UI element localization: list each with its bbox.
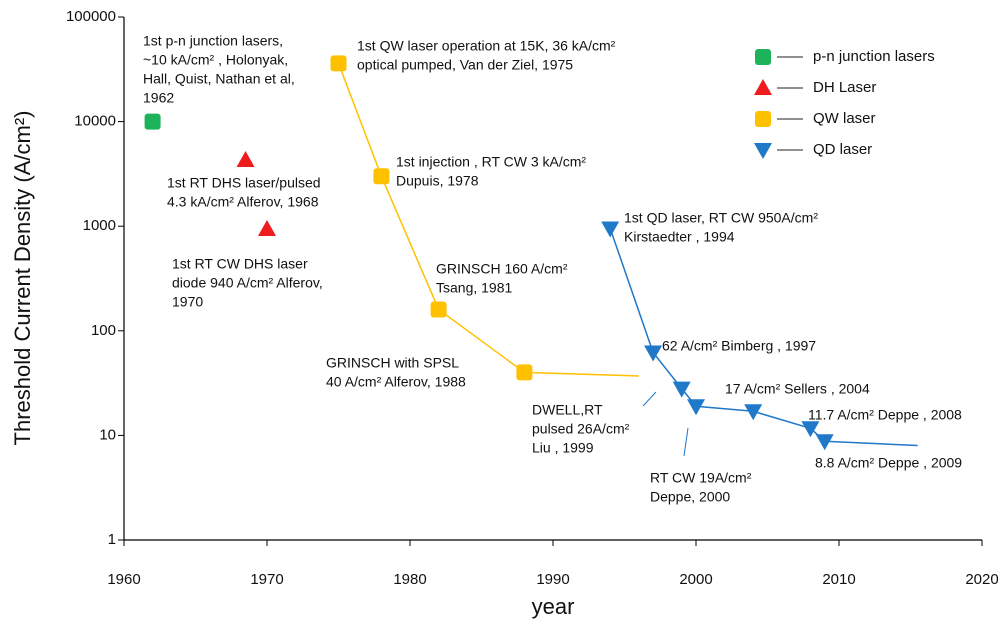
y-tick-label: 10 <box>99 426 116 443</box>
legend-label: p-n junction lasers <box>813 48 935 65</box>
y-tick-label: 100 <box>91 322 116 339</box>
x-tick-label: 2000 <box>679 571 712 588</box>
annotation: Kirstaedter , 1994 <box>624 229 735 245</box>
pointer-line <box>683 427 689 457</box>
annotation: Hall, Quist, Nathan et al, <box>143 71 295 87</box>
annotation: Deppe, 2000 <box>650 489 730 505</box>
series-line <box>337 63 525 374</box>
x-tick-label: 1980 <box>393 571 426 588</box>
annotation: 1st RT CW DHS laser <box>172 256 308 272</box>
y-tick-label: 10000 <box>74 113 116 130</box>
marker <box>601 221 620 238</box>
x-tick-label: 1960 <box>107 571 140 588</box>
y-axis-title: Threshold Current Density (A/cm²) <box>10 111 35 446</box>
x-tick-label: 2020 <box>965 571 998 588</box>
marker <box>373 168 390 185</box>
trend-line <box>824 440 918 447</box>
marker <box>744 404 763 421</box>
marker <box>236 150 255 167</box>
annotation: ~10 kA/cm² , Holonyak, <box>143 52 288 68</box>
annotation: optical pumped, Van der Ziel, 1975 <box>357 57 573 73</box>
annotation: 1st QW laser operation at 15K, 36 kA/cm² <box>357 38 616 54</box>
marker <box>672 381 691 398</box>
annotation: Dupuis, 1978 <box>396 173 479 189</box>
annotation: 1st RT DHS laser/pulsed <box>167 175 321 191</box>
annotation: 11.7 A/cm² Deppe , 2008 <box>808 407 962 423</box>
annotation: 1970 <box>172 294 203 310</box>
x-tick-label: 1990 <box>536 571 569 588</box>
legend-marker <box>754 143 772 159</box>
annotation: RT CW 19A/cm² <box>650 470 752 486</box>
trend-line <box>524 371 639 377</box>
legend-label: DH Laser <box>813 79 876 96</box>
marker <box>258 220 276 237</box>
x-axis-title: year <box>532 594 575 619</box>
annotation: 1st QD laser, RT CW 950A/cm² <box>624 210 818 226</box>
marker <box>644 345 663 362</box>
annotation: GRINSCH 160 A/cm² <box>436 261 568 277</box>
annotation: GRINSCH with SPSL <box>326 355 459 371</box>
annotation: 1962 <box>143 90 174 106</box>
annotation: Tsang, 1981 <box>436 280 512 296</box>
annotation: 62 A/cm² Bimberg , 1997 <box>662 338 816 354</box>
annotation: pulsed 26A/cm² <box>532 421 630 437</box>
marker <box>330 55 347 72</box>
pointer-line <box>642 391 657 407</box>
marker <box>815 434 834 451</box>
annotation: Liu , 1999 <box>532 440 594 456</box>
series-line <box>609 228 826 442</box>
y-tick-label: 1000 <box>83 217 116 234</box>
y-tick-label: 100000 <box>66 8 116 25</box>
x-tick-label: 2010 <box>822 571 855 588</box>
annotation: diode 940 A/cm² Alferov, <box>172 275 323 291</box>
marker <box>430 301 447 318</box>
annotation: 1st p-n junction lasers, <box>143 33 283 49</box>
annotation: 40 A/cm² Alferov, 1988 <box>326 374 466 390</box>
marker <box>516 364 533 381</box>
x-tick-label: 1970 <box>250 571 283 588</box>
annotation: 17 A/cm² Sellers , 2004 <box>725 381 870 397</box>
annotation: 1st injection , RT CW 3 kA/cm² <box>396 154 586 170</box>
annotation: DWELL,RT <box>532 402 603 418</box>
legend-marker <box>755 111 771 127</box>
legend-label: QW laser <box>813 110 876 127</box>
annotation: 8.8 A/cm² Deppe , 2009 <box>815 455 962 471</box>
marker <box>687 399 705 416</box>
marker <box>144 113 161 130</box>
legend-marker <box>755 49 771 65</box>
marker <box>801 421 820 438</box>
legend-label: QD laser <box>813 141 872 158</box>
y-tick-label: 1 <box>108 531 116 548</box>
annotation: 4.3 kA/cm² Alferov, 1968 <box>167 194 319 210</box>
legend-marker <box>754 79 772 95</box>
